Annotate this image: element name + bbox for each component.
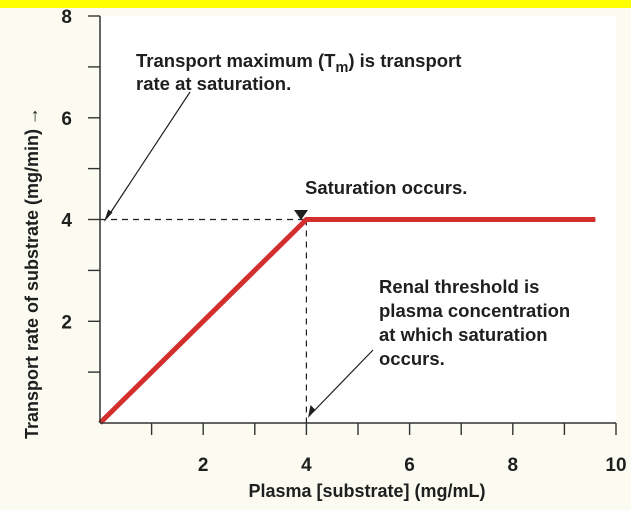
reference-lines-layer [100,218,307,423]
tm-arrow-head [104,209,113,222]
series-layer [98,217,596,425]
tm-arrow-line [108,91,191,216]
tm-annotation-line-1: Transport maximum (Tm) is transport [136,50,461,76]
x-tick-label: 2 [198,455,209,476]
y-tick-label: 2 [61,312,72,333]
y-ticks-layer: 2 4 6 8 [61,7,100,373]
tm-annotation-subscript: m [335,60,348,76]
series-line-1 [98,217,596,425]
y-axis-label-arrow: → [22,107,42,125]
tm-annotation-line-2: rate at saturation. [136,73,291,94]
top-highlight-band [0,0,631,8]
y-tick-label: 6 [61,109,72,130]
renal-annotation-line-2: plasma concentration [379,300,570,321]
saturation-arrow-head [294,210,308,220]
renal-annotation-line-3: at which saturation [379,324,548,345]
tm-annotation-suffix: ) is transport [348,50,461,71]
x-tick-label: 8 [508,455,519,476]
x-tick-label: 6 [404,455,415,476]
renal-annotation-line-1: Renal threshold is [379,276,539,297]
tm-annotation-prefix: Transport maximum (T [136,50,336,71]
x-ticks-layer: 2 4 6 8 10 [150,423,627,476]
x-axis-label: Plasma [substrate] (mg/mL) [248,481,485,501]
renal-annotation-line-4: occurs. [379,348,445,369]
x-tick-label: 10 [605,455,626,476]
y-tick-label: 4 [61,211,72,232]
saturation-annotation: Saturation occurs. [305,177,467,198]
y-tick-label: 8 [61,7,72,28]
renal-arrow-head [308,405,316,418]
annotation-arrows [104,91,374,418]
y-axis-label-text: Transport rate of substrate (mg/min) [22,129,42,439]
x-tick-label: 4 [301,455,312,476]
renal-arrow-line [312,349,374,413]
y-axis-label: Transport rate of substrate (mg/min) → [22,107,42,439]
